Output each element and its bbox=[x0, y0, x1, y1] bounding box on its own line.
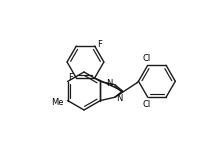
Text: Cl: Cl bbox=[143, 54, 151, 62]
Text: F: F bbox=[69, 73, 73, 82]
Text: N: N bbox=[116, 94, 123, 103]
Text: F: F bbox=[97, 40, 102, 49]
Text: Me: Me bbox=[51, 98, 64, 107]
Text: Cl: Cl bbox=[143, 100, 151, 109]
Text: N: N bbox=[106, 79, 113, 88]
